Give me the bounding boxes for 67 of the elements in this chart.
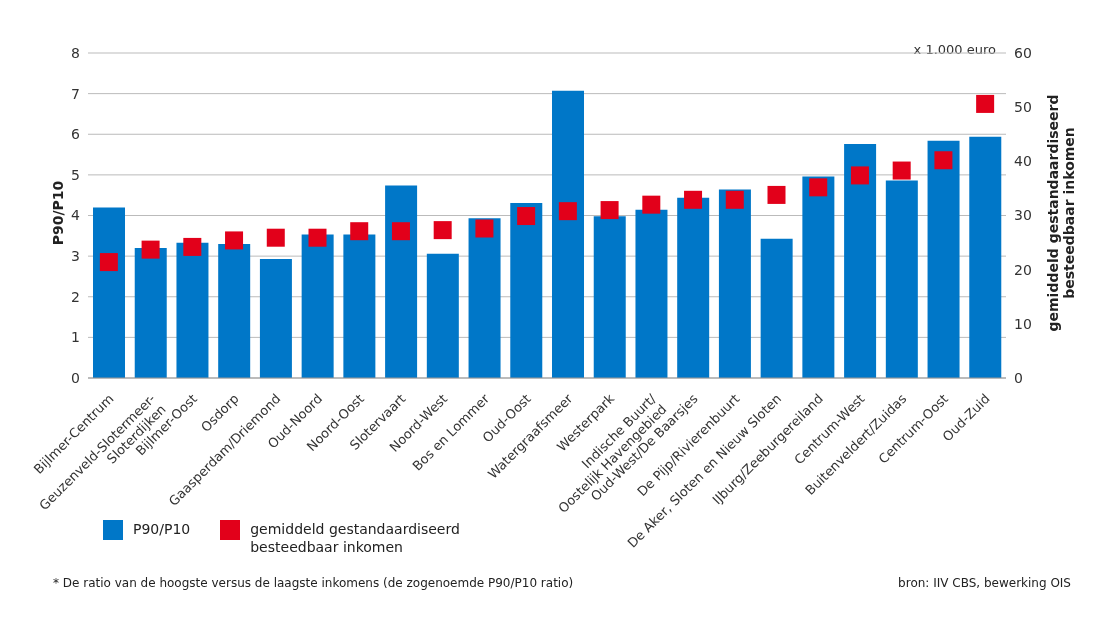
legend-label: P90/P10 [133, 520, 191, 538]
point [892, 161, 911, 180]
point [934, 151, 953, 170]
point [725, 190, 744, 209]
bar [510, 202, 543, 378]
point [809, 178, 828, 197]
point [266, 228, 285, 247]
bar [718, 189, 751, 378]
bar [259, 258, 292, 378]
bar [93, 207, 126, 378]
y2-tick-label: 30 [1014, 207, 1032, 224]
point [350, 222, 369, 241]
point [850, 166, 869, 185]
bar [677, 197, 710, 378]
y2-tick-label: 10 [1014, 315, 1032, 332]
y2-axis-title: gemiddeld gestandaardiseerd besteedbaar inkomen [1045, 94, 1078, 332]
legend-label: gemiddeld gestandaardiseerd besteedbaar inkomen [250, 520, 460, 556]
y-axis-title: P90/P10 [50, 180, 66, 246]
point [600, 201, 619, 220]
bar [468, 218, 501, 378]
bar [844, 144, 877, 378]
bar [802, 176, 835, 378]
point [767, 185, 786, 204]
y-tick-label: 4 [71, 207, 81, 224]
y-tick-label: 8 [71, 44, 80, 61]
bar [176, 242, 209, 378]
y-tick-label: 3 [71, 248, 80, 265]
y-tick-label: 6 [71, 126, 81, 143]
bar [885, 180, 918, 378]
y2-tick-label: 60 [1014, 44, 1032, 61]
bar [760, 238, 793, 378]
point [433, 221, 452, 240]
point [391, 222, 410, 241]
y2-tick-label: 0 [1014, 369, 1023, 386]
y2-tick-label: 50 [1014, 99, 1032, 116]
bar [593, 216, 626, 378]
point [684, 190, 703, 209]
bar [969, 136, 1002, 378]
y2-tick-label: 40 [1014, 153, 1032, 170]
point [642, 195, 661, 214]
y-tick-label: 0 [71, 369, 80, 386]
point [225, 231, 244, 250]
point [558, 202, 577, 221]
bar [134, 248, 167, 378]
point [99, 253, 118, 272]
y-tick-label: 7 [71, 85, 80, 102]
point [141, 240, 160, 259]
bar [343, 234, 376, 378]
annotation: x 1.000 euro [913, 42, 996, 57]
point [517, 207, 536, 226]
bar [301, 234, 334, 378]
bar [385, 185, 418, 378]
y-tick-label: 5 [71, 166, 80, 183]
point [183, 237, 202, 256]
point [976, 94, 995, 113]
point [308, 228, 327, 247]
y2-tick-label: 20 [1014, 261, 1032, 278]
bar [552, 90, 585, 378]
y-tick-label: 2 [71, 288, 80, 305]
bar [635, 209, 668, 378]
bar [927, 140, 960, 378]
text: * De ratio van de hoogste versus de laagste inkomens (de zogenoemde P90/P10 ratio) [53, 576, 574, 590]
bar [218, 243, 251, 378]
point [475, 219, 494, 238]
text: bron: IIV CBS, bewerking OIS [898, 576, 1071, 590]
bar [426, 253, 459, 378]
y-tick-label: 1 [71, 329, 80, 346]
